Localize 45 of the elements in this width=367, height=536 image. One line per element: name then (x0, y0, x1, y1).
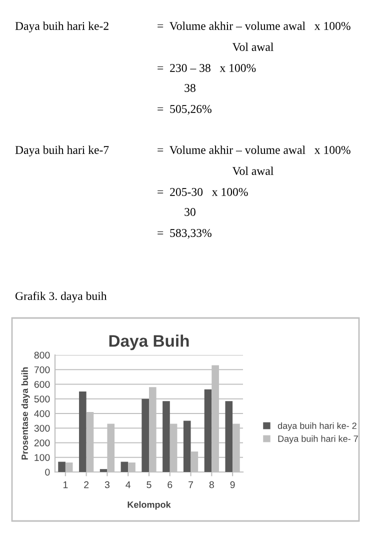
text: Vol awal (232, 42, 274, 52)
text: Daya buih hari ke-2 (15, 22, 108, 32)
y-tick-label: 400 (34, 410, 50, 418)
x-tick-label: 2 (84, 481, 89, 488)
text: Daya buih hari ke-7 (15, 146, 109, 156)
bar (142, 398, 149, 472)
text: 38 (184, 84, 196, 92)
bar (162, 401, 170, 472)
x-tick-label: 4 (126, 481, 131, 488)
x-tick-label: 7 (188, 481, 193, 488)
text: Grafik 3. daya buih (15, 292, 107, 302)
bar (225, 401, 233, 472)
y-tick-label: 100 (34, 454, 50, 461)
y-tick-label: 200 (34, 439, 50, 446)
x-tick-label: 8 (209, 481, 214, 488)
x-tick-label: 5 (146, 481, 152, 488)
x-tick-label: 6 (168, 481, 172, 488)
chart-title: Daya Buih (109, 334, 189, 350)
x-axis-title: Kelompok (128, 501, 171, 510)
bar (58, 462, 66, 472)
bar (100, 469, 108, 472)
y-tick-label: 600 (34, 380, 50, 388)
x-tick-label: 9 (230, 481, 235, 488)
bar (79, 392, 86, 472)
text: = 505,26% (158, 104, 212, 115)
y-tick-label: 700 (34, 366, 50, 374)
x-tick-label: 3 (104, 481, 110, 488)
x-tick-label: 1 (63, 481, 68, 488)
bar (120, 462, 128, 472)
text: = 583,33% (158, 228, 212, 239)
text: = Volume akhir – volume awal x 100% (158, 22, 350, 30)
text: = Volume akhir – volume awal x 100% (158, 146, 350, 154)
text: = 205-30 x 100% (158, 188, 248, 196)
text: Vol awal (232, 166, 274, 176)
y-tick-label: 300 (34, 424, 50, 432)
y-tick-label: 500 (34, 396, 50, 402)
text: 30 (184, 208, 196, 216)
y-axis-title: Prosentase daya buih (21, 367, 30, 460)
bar (204, 389, 212, 472)
y-tick-label: 0 (45, 468, 50, 476)
text: = 230 – 38 x 100% (158, 64, 256, 72)
legend-label: Daya buih hari ke- 7 (278, 435, 358, 444)
legend-label: daya buih hari ke- 2 (278, 422, 356, 431)
bar (183, 420, 191, 472)
y-tick-label: 800 (34, 352, 50, 359)
